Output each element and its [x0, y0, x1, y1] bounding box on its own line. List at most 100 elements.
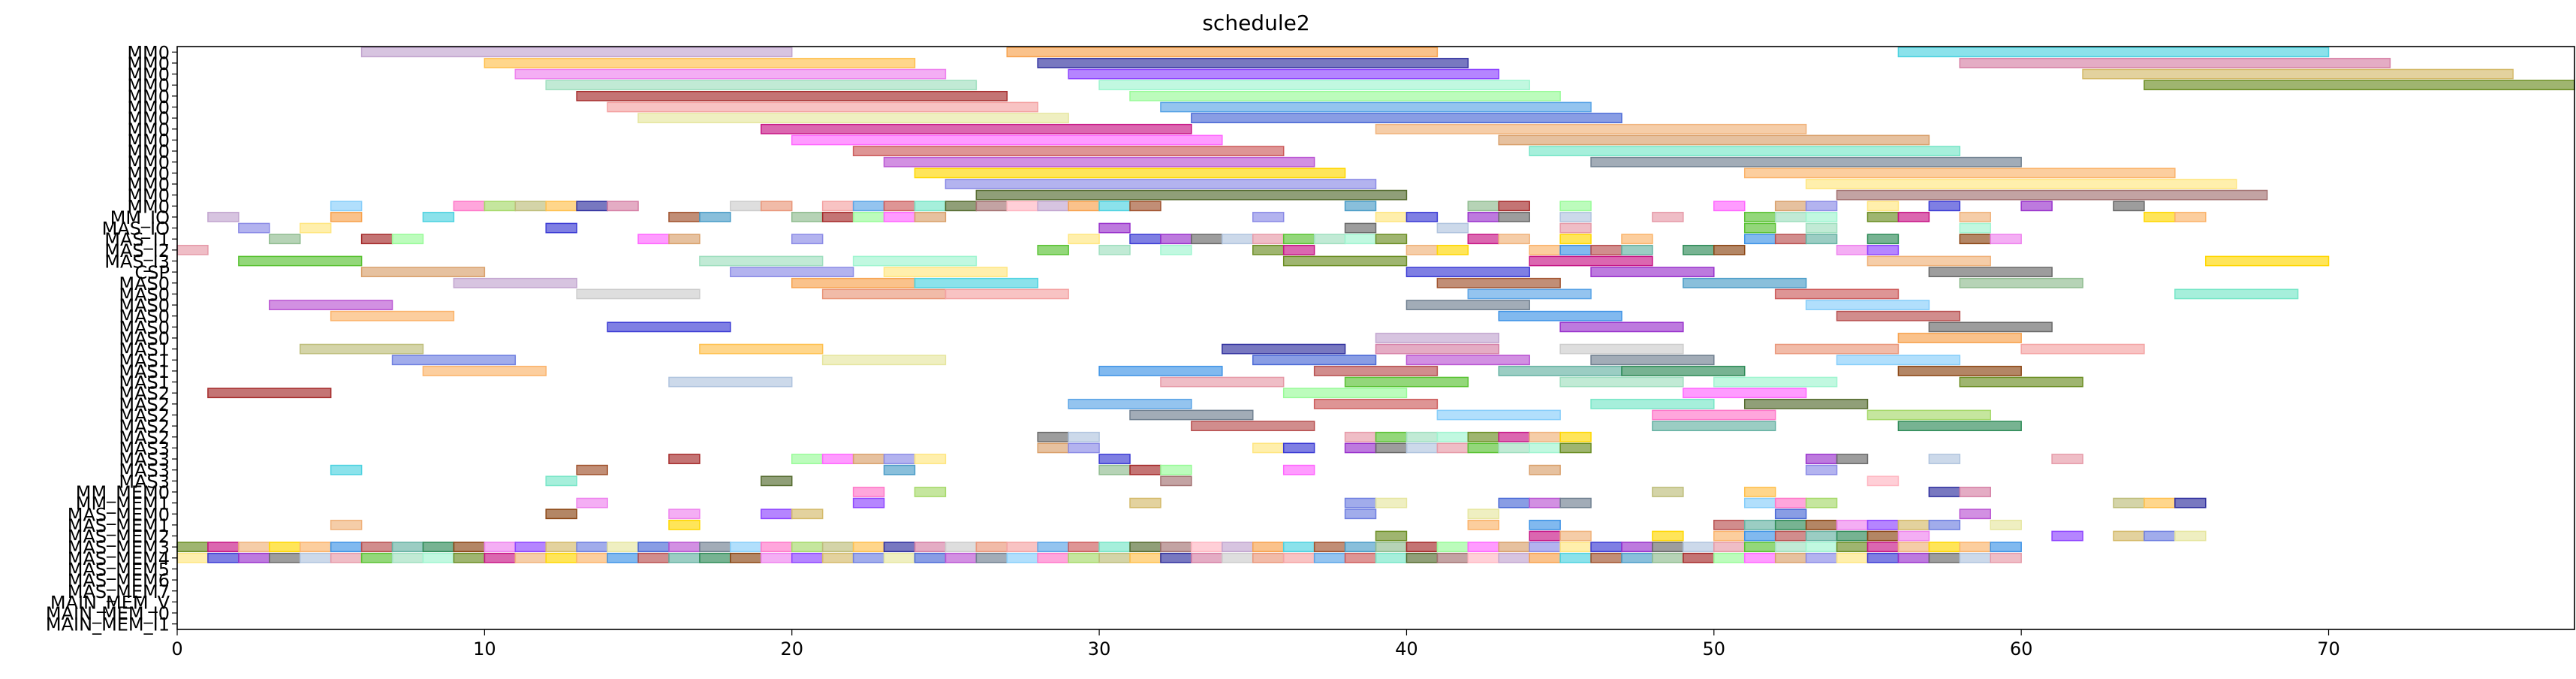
task-bar [1160, 376, 1285, 388]
task-bar [330, 201, 363, 212]
task-bar [1774, 234, 1807, 245]
task-bar [1652, 212, 1684, 222]
task-bar [1191, 421, 1315, 432]
y-tick-label: MAS_MEM2 [68, 527, 170, 548]
task-bar [1252, 212, 1285, 222]
task-bar [1928, 487, 1961, 497]
task-bar [1098, 552, 1131, 563]
task-bar [1743, 212, 1776, 222]
task-bar [1160, 101, 1592, 113]
task-bar [1498, 431, 1530, 442]
task-bar [330, 310, 455, 321]
task-bar [299, 552, 332, 563]
task-bar [1743, 497, 1776, 508]
task-bar [1252, 442, 1285, 454]
task-bar [1559, 542, 1592, 553]
task-bar [1713, 376, 1838, 388]
task-bar [1836, 530, 1869, 542]
y-tick-label: MAS0 [119, 273, 170, 294]
task-bar [1467, 201, 1499, 212]
task-bar [1713, 520, 1746, 530]
task-bar [699, 212, 731, 222]
y-tick-label: MAS2 [119, 405, 170, 426]
task-bar [360, 234, 393, 245]
y-tick-label: MAS_MEM0 [68, 504, 170, 525]
task-bar [2174, 530, 2207, 542]
task-bar [1160, 234, 1192, 245]
task-bar [791, 552, 824, 563]
y-tick-label: MAS1 [119, 361, 170, 382]
task-bar [1498, 201, 1530, 212]
task-bar [730, 542, 762, 553]
task-bar [391, 355, 517, 366]
task-bar [1559, 431, 1592, 442]
task-bar [576, 552, 608, 563]
y-tick-label: MAIN_MEM_I0 [46, 603, 170, 624]
task-bar [1129, 542, 1161, 553]
task-bar [1529, 255, 1653, 267]
task-bar [607, 101, 1038, 113]
task-bar [1897, 542, 1930, 553]
task-bar [975, 189, 1408, 201]
y-tick-label: MM0 [127, 86, 170, 107]
task-bar [1129, 464, 1161, 475]
task-bar [1282, 234, 1315, 245]
task-bar [1375, 343, 1499, 355]
x-tick-label: 40 [1395, 638, 1418, 659]
task-bar [791, 134, 1223, 146]
y-tick-label: MAS_I2 [104, 240, 170, 261]
task-bar [637, 113, 1069, 124]
task-bar [1743, 234, 1776, 245]
task-bar [791, 454, 824, 464]
task-bar [1897, 212, 1930, 222]
task-bar [484, 201, 517, 212]
task-bar [1467, 552, 1499, 563]
task-bar [821, 552, 854, 563]
y-tick-label: MAS_MEM6 [68, 570, 170, 591]
task-bar [2174, 497, 2207, 508]
task-bar [1129, 409, 1254, 421]
task-bar [668, 508, 700, 520]
y-tick-label: MAS3 [119, 438, 170, 459]
task-bar [330, 464, 363, 475]
task-bar [1068, 431, 1100, 442]
task-bar [391, 542, 424, 553]
task-bar [2174, 288, 2299, 300]
task-bar [1406, 212, 1439, 222]
task-bar [1529, 464, 1561, 475]
task-bar [1282, 552, 1315, 563]
y-tick-label: MAS3 [119, 471, 170, 492]
task-bar [576, 201, 608, 212]
task-bar [514, 542, 547, 553]
task-bar [1683, 388, 1807, 399]
task-bar [2144, 80, 2575, 91]
task-bar [914, 454, 947, 464]
task-bar [1897, 47, 2330, 58]
task-bar [668, 520, 700, 530]
task-bar [1743, 530, 1776, 542]
task-bar [1191, 234, 1223, 245]
task-bar [1068, 542, 1100, 553]
task-bar [1866, 409, 1991, 421]
task-bar [1866, 244, 1900, 255]
task-bar [1068, 398, 1192, 409]
task-bar [1098, 542, 1131, 553]
task-bar [2020, 201, 2053, 212]
task-bar [852, 212, 885, 222]
x-tick-label: 50 [1703, 638, 1726, 659]
task-bar [1774, 542, 1807, 553]
task-bar [1590, 542, 1622, 553]
task-bar [545, 201, 577, 212]
task-bar [1068, 442, 1100, 454]
task-bar [1590, 156, 2022, 167]
task-bar [607, 201, 639, 212]
task-bar [1467, 520, 1499, 530]
x-tick-label: 30 [1088, 638, 1111, 659]
task-bar [1683, 542, 1715, 553]
task-bar [1928, 201, 1961, 212]
task-bar [1436, 277, 1561, 288]
task-bar [1529, 431, 1561, 442]
task-bar [1098, 464, 1131, 475]
task-bar [1683, 552, 1715, 563]
